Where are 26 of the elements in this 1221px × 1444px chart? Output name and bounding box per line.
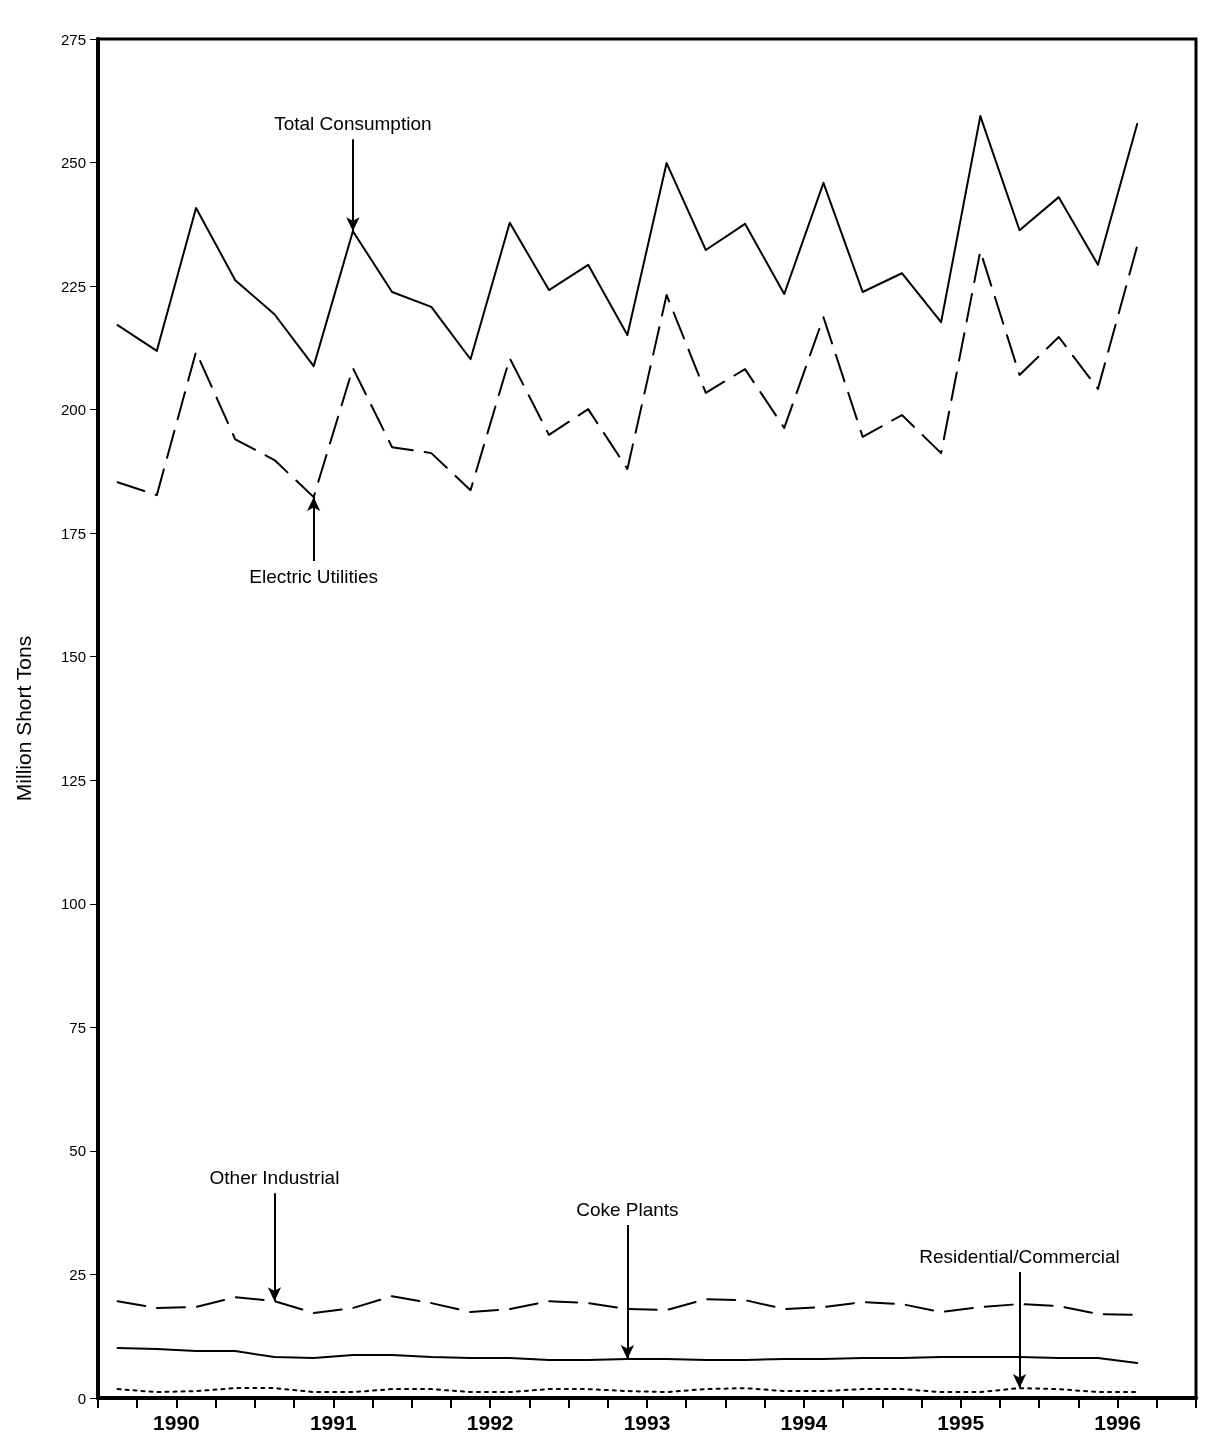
y-tick-label: 25: [69, 1265, 86, 1283]
annotation: Other Industrial: [209, 1167, 340, 1189]
y-tick-label: 250: [60, 154, 86, 172]
x-tick-label: 1992: [466, 1411, 514, 1434]
annotation: Coke Plants: [576, 1198, 679, 1220]
annotation: Total Consumption: [274, 113, 432, 135]
y-tick-label: 0: [77, 1389, 86, 1407]
y-tick-label: 275: [60, 30, 86, 48]
y-axis-title: Million Short Tons: [12, 635, 35, 802]
x-tick-label: 1991: [309, 1411, 357, 1434]
y-tick-label: 125: [60, 771, 86, 789]
x-tick-label: 1993: [623, 1411, 671, 1434]
x-tick-label: 1996: [1094, 1411, 1141, 1434]
y-tick-label: 50: [69, 1142, 86, 1160]
x-tick-label: 1995: [937, 1411, 985, 1434]
y-tick-label: 225: [60, 277, 86, 295]
annotation: Residential/Commercial: [919, 1246, 1120, 1268]
annotation: Electric Utilities: [249, 566, 379, 588]
x-tick-label: 1990: [153, 1411, 200, 1434]
y-tick-label: 75: [69, 1018, 86, 1036]
y-tick-label: 200: [60, 401, 86, 419]
line-series: [116, 115, 1139, 368]
y-tick-label: 175: [60, 524, 86, 542]
y-tick-label: 150: [60, 648, 86, 666]
y-tick-label: 100: [60, 895, 86, 913]
x-tick-label: 1994: [780, 1411, 828, 1434]
